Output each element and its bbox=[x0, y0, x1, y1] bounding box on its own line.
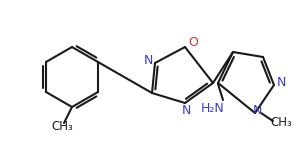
Text: CH₃: CH₃ bbox=[51, 120, 73, 133]
Text: O: O bbox=[188, 35, 198, 49]
Text: CH₃: CH₃ bbox=[270, 117, 292, 129]
Text: H₂N: H₂N bbox=[201, 102, 225, 115]
Text: N: N bbox=[276, 77, 286, 89]
Text: N: N bbox=[181, 104, 191, 117]
Text: N: N bbox=[143, 55, 153, 67]
Text: N: N bbox=[252, 104, 262, 117]
